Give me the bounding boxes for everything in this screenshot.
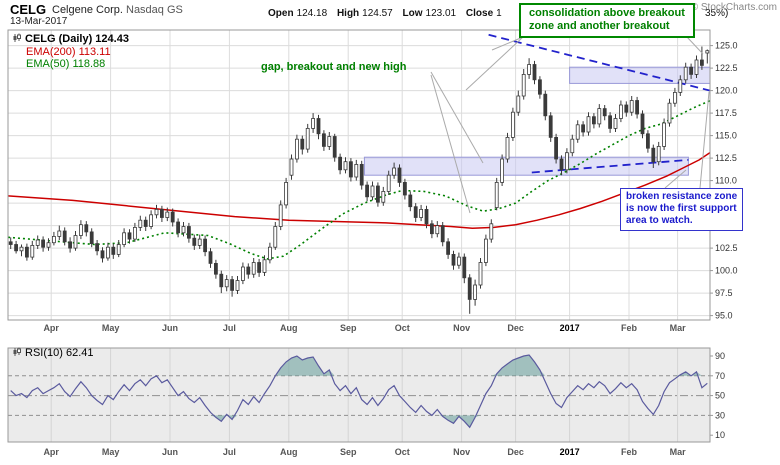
svg-text:102.5: 102.5	[715, 243, 738, 253]
svg-text:Jul: Jul	[223, 447, 236, 457]
svg-text:50: 50	[715, 391, 725, 401]
annotation-gap-breakout: gap, breakout and new high	[261, 61, 407, 73]
svg-text:30: 30	[715, 410, 725, 420]
annotation-support-line2: is now the first support	[626, 203, 737, 215]
rsi-indicator-panel: Apr May Jun Jul Aug Sep Oct Nov Dec 2017 Feb Mar 90 7…	[7, 347, 725, 457]
annotation-consolidation: consolidation above breakout zone and an…	[519, 3, 695, 38]
high-label: High	[336, 8, 360, 19]
svg-text:Feb: Feb	[621, 323, 638, 333]
ohlc-quote: Open 124.18 High 124.57 Low 123.01 Close 1	[268, 8, 509, 19]
exchange-name: Nasdaq GS	[126, 4, 183, 16]
open-label: Open	[268, 8, 294, 19]
svg-text:Jun: Jun	[162, 447, 178, 457]
svg-text:100.0: 100.0	[715, 266, 738, 276]
svg-text:Mar: Mar	[670, 447, 687, 457]
svg-text:95.0: 95.0	[715, 311, 733, 321]
annotation-support-line1: broken resistance zone	[626, 191, 738, 202]
svg-text:Aug: Aug	[280, 323, 298, 333]
svg-text:Nov: Nov	[453, 447, 470, 457]
price-chart-panel: 95.097.5100.0102.5105.0107.5110.0112.511…	[7, 29, 738, 333]
legend-ema200: EMA(200) 113.11	[26, 46, 111, 58]
svg-text:Dec: Dec	[507, 323, 524, 333]
svg-text:Apr: Apr	[43, 447, 59, 457]
svg-text:112.5: 112.5	[715, 153, 737, 163]
legend-rsi-row: RSI(10) 62.41	[12, 347, 93, 360]
svg-text:117.5: 117.5	[715, 108, 737, 118]
annotation-consolidation-line1: consolidation above breakout	[529, 7, 685, 19]
svg-text:110.0: 110.0	[715, 176, 737, 186]
legend-ema50: EMA(50) 118.88	[26, 58, 106, 70]
close-value-partial: 1	[496, 8, 502, 19]
company-name: Celgene Corp. Nasdaq GS	[52, 4, 183, 16]
high-value: 124.57	[362, 8, 393, 19]
rsi-grid: Apr May Jun Jul Aug Sep Oct Nov Dec 2017 Feb Mar 90 7…	[8, 348, 725, 457]
svg-text:Mar: Mar	[670, 323, 687, 333]
change-percent-partial: 35%)	[705, 8, 729, 19]
legend-symbol-row: CELG (Daily) 124.43	[12, 33, 129, 46]
svg-text:115.0: 115.0	[715, 131, 737, 141]
legend-rsi-label: RSI(10) 62.41	[25, 347, 94, 359]
svg-text:Oct: Oct	[395, 323, 410, 333]
rsi-line	[10, 354, 708, 429]
annotation-consolidation-line2: zone and another breakout	[529, 20, 670, 33]
svg-text:120.0: 120.0	[715, 86, 738, 96]
svg-text:2017: 2017	[560, 323, 580, 333]
svg-text:May: May	[102, 447, 120, 457]
chartbug-icon	[12, 347, 22, 360]
svg-text:122.5: 122.5	[715, 63, 738, 73]
stockcharts-watermark: © StockCharts.com	[690, 2, 777, 13]
chart-date: 13-Mar-2017	[10, 16, 68, 27]
svg-text:125.0: 125.0	[715, 41, 738, 51]
low-value: 123.01	[425, 8, 457, 19]
svg-text:97.5: 97.5	[715, 288, 733, 298]
legend-symbol-label: CELG (Daily) 124.43	[25, 33, 129, 45]
svg-text:Apr: Apr	[43, 323, 59, 333]
svg-text:May: May	[102, 323, 120, 333]
annotation-support-zone: broken resistance zone is now the first …	[620, 188, 744, 231]
low-label: Low	[402, 8, 423, 19]
svg-text:Jun: Jun	[162, 323, 178, 333]
svg-text:Oct: Oct	[395, 447, 410, 457]
open-value: 124.18	[296, 8, 328, 19]
svg-text:Feb: Feb	[621, 447, 638, 457]
annotation-leader-lines	[430, 36, 710, 214]
svg-text:90: 90	[715, 351, 725, 361]
svg-text:2017: 2017	[560, 447, 580, 457]
annotation-support-line3: area to watch.	[626, 215, 693, 227]
price-grid: 95.097.5100.0102.5105.0107.5110.0112.511…	[8, 30, 738, 333]
svg-text:Sep: Sep	[340, 447, 357, 457]
svg-text:Aug: Aug	[280, 447, 298, 457]
close-label: Close	[465, 8, 494, 19]
svg-text:Nov: Nov	[453, 323, 470, 333]
svg-text:Sep: Sep	[340, 323, 357, 333]
ema200-line	[7, 151, 711, 230]
chartbug-icon	[12, 33, 22, 46]
ema50-line	[7, 99, 711, 260]
company-name-text: Celgene Corp.	[52, 4, 123, 16]
svg-text:10: 10	[715, 430, 725, 440]
svg-text:Jul: Jul	[223, 323, 236, 333]
svg-text:Dec: Dec	[507, 447, 524, 457]
svg-text:70: 70	[715, 371, 725, 381]
trendlines	[488, 33, 711, 174]
ticker-symbol: CELG	[10, 2, 47, 17]
candlesticks	[8, 46, 710, 314]
